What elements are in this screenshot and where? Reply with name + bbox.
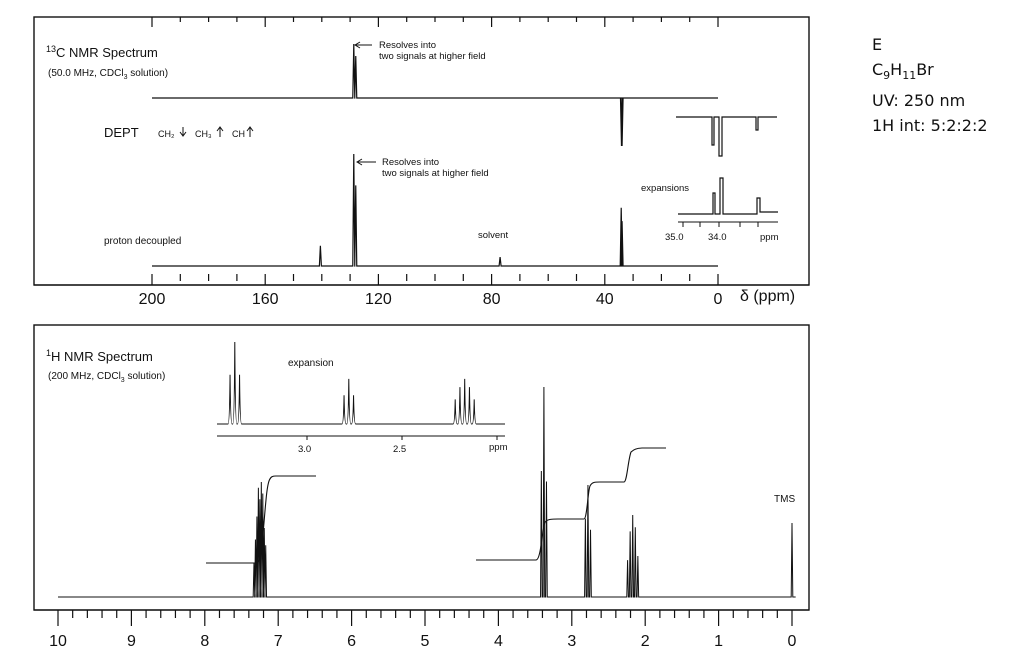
c13-annotation-1: Resolves into two signals at higher field [379,40,486,62]
h1-conditions: (200 MHz, CDCl3 solution) [48,371,165,384]
c13-title-sup: 13 [46,44,56,54]
h1-axis-tick-label: 7 [274,633,283,650]
c13-annotation-2: Resolves into two signals at higher field [382,157,489,179]
h1-axis-labels: 10 9 8 7 6 5 4 3 2 1 0 [49,633,796,650]
dept-up-arrow-icon-2 [246,126,254,137]
c13-title: 13C NMR Spectrum [46,44,158,60]
c13-axis-tick-label: 80 [483,291,501,308]
c13-panel: 13C NMR Spectrum (50.0 MHz, CDCl3 soluti… [33,16,810,308]
c13-annotation-arrow-icon [354,41,372,49]
h1-expansion-axis-ticks [306,436,498,440]
h1-expansion-trace [217,341,505,425]
h1-expansion-tick-3: 3.0 [298,444,311,455]
c13-title-main: C NMR Spectrum [56,45,158,60]
c13-axis-tick-label: 120 [365,291,392,308]
h1-axis-tick-label: 8 [200,633,209,650]
dept-label: DEPT [104,125,139,140]
tms-label: TMS [774,494,795,505]
c13-axis-unit: δ (ppm) [740,288,795,305]
h1-title: 1H NMR Spectrum [46,348,153,364]
h1-axis-tick-label: 2 [641,633,650,650]
h1-spectrum-trace [58,386,796,598]
h1-axis-tick-label: 10 [49,633,67,650]
h1-frame [33,324,810,611]
c13-axis-labels: 200 160 120 80 40 0 [139,291,723,308]
dept-ch3-label: CH₃ [195,129,212,139]
h1-axis-tick-label: 1 [714,633,723,650]
c13-annotation-arrow-icon-2 [356,158,376,166]
h1-expansion-label: expansion [288,358,334,369]
c13-axis-tick-label: 160 [252,291,279,308]
expansion-axis-ticks [682,222,759,227]
compound-label: E [872,35,883,54]
expansion-tick-ppm: ppm [760,232,779,243]
dept-trace [152,43,718,147]
expansion-tick-34: 34.0 [708,232,727,243]
h1-expansion-tick-2-5: 2.5 [393,444,406,455]
dept-expansion-trace [676,116,777,157]
h1-panel: 1H NMR Spectrum (200 MHz, CDCl3 solution… [33,324,810,650]
integration-curve-aliphatic [476,447,666,561]
c13-top-ticks [151,17,719,27]
c13-axis [34,274,809,286]
dept-ch-label: CH [232,129,245,139]
decoupled-expansion-trace [678,177,778,215]
dept-down-arrow-icon [179,127,187,137]
h1-axis-tick-label: 4 [494,633,503,650]
expansion-tick-35: 35.0 [665,232,684,243]
dept-ch2-label: CH₂ [158,129,175,139]
h1-axis-tick-label: 9 [127,633,136,650]
solvent-label: solvent [478,230,508,241]
c13-axis-tick-label: 200 [139,291,166,308]
proton-decoupled-label: proton decoupled [104,236,181,247]
dept-up-arrow-icon [216,126,224,137]
decoupled-trace [152,153,718,267]
compound-formula: C9H11Br [872,60,934,83]
compound-info: E C9H11Br UV: 250 nm 1H int: 5:2:2:2 [872,32,988,138]
c13-conditions: (50.0 MHz, CDCl3 solution) [48,68,168,81]
c13-axis-tick-label: 40 [596,291,614,308]
c13-axis-tick-label: 0 [714,291,723,308]
h1-axis-tick-label: 3 [567,633,576,650]
compound-uv: UV: 250 nm [872,91,966,111]
h1-axis-tick-label: 5 [421,633,430,650]
h1-axis [34,609,809,626]
expansions-label: expansions [641,183,689,194]
compound-h-integration: 1H int: 5:2:2:2 [872,116,988,136]
h1-axis-tick-label: 0 [788,633,797,650]
h1-axis-tick-label: 6 [347,633,356,650]
h1-expansion-tick-ppm: ppm [489,442,508,453]
